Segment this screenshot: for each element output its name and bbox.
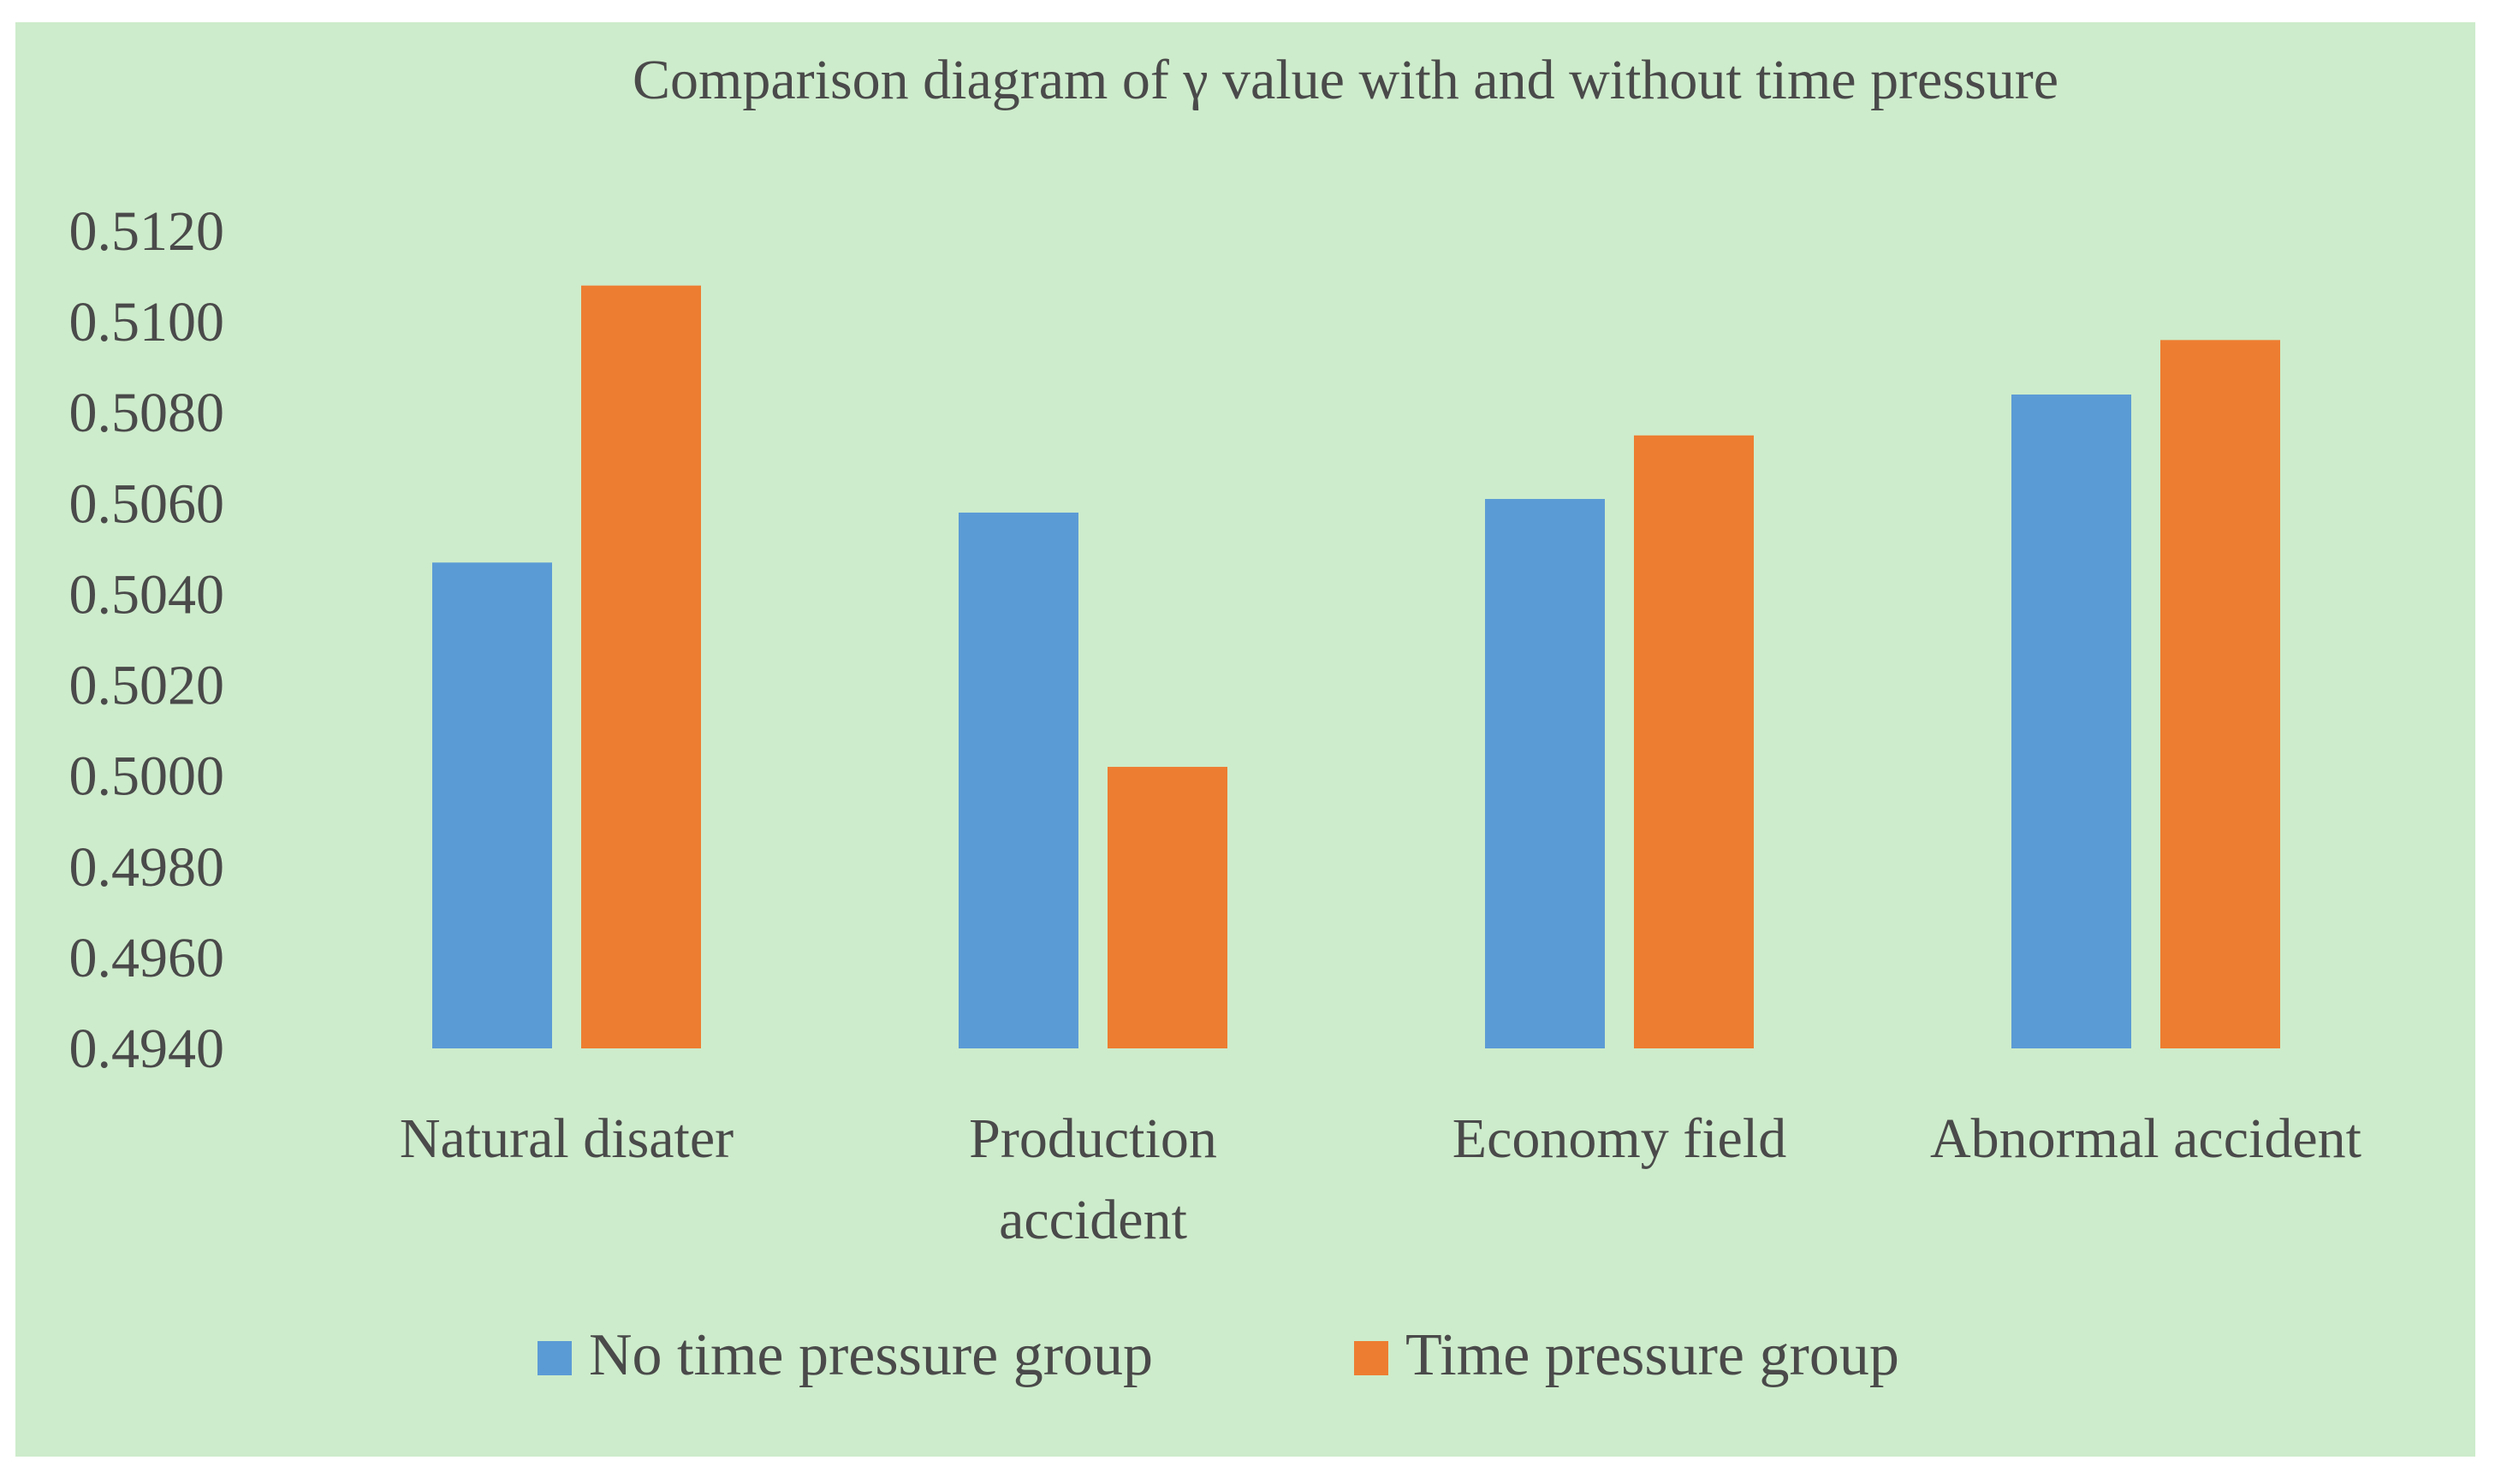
bar-time-pressure xyxy=(2160,340,2280,1048)
y-tick-label: 0.5020 xyxy=(69,655,225,717)
chart-title: Comparison diagram of γ value with and w… xyxy=(633,49,2058,111)
bar-time-pressure xyxy=(581,285,701,1049)
y-tick-label: 0.5080 xyxy=(69,382,225,444)
y-tick-label: 0.4960 xyxy=(69,927,225,989)
x-axis-labels: Natural disater Production accident Economy… xyxy=(400,1107,2361,1251)
y-tick-label: 0.5060 xyxy=(69,472,225,535)
bar-time-pressure xyxy=(1108,767,1227,1048)
bar-no-time-pressure xyxy=(2011,395,2131,1048)
x-category-label: Natural disater xyxy=(400,1107,734,1170)
bar-no-time-pressure xyxy=(432,562,552,1048)
bar-no-time-pressure xyxy=(959,512,1078,1048)
x-category-label: Production xyxy=(969,1107,1217,1170)
x-category-label: Economy field xyxy=(1452,1107,1786,1170)
x-category-label: accident xyxy=(999,1189,1187,1251)
y-tick-label: 0.5120 xyxy=(69,200,225,263)
y-axis-ticks: 0.5120 0.5100 0.5080 0.5060 0.5040 0.5020 0.50… xyxy=(69,200,225,1080)
x-category-label: Abnormal accident xyxy=(1930,1107,2361,1170)
y-tick-label: 0.5100 xyxy=(69,291,225,353)
bar-time-pressure xyxy=(1634,435,1754,1048)
y-tick-label: 0.4940 xyxy=(69,1018,225,1080)
y-tick-label: 0.5000 xyxy=(69,745,225,808)
legend-label: No time pressure group xyxy=(589,1322,1153,1388)
legend-label: Time pressure group xyxy=(1405,1322,1899,1388)
legend-swatch xyxy=(1354,1341,1388,1375)
legend-swatch xyxy=(538,1341,572,1375)
bars xyxy=(432,285,2280,1049)
y-tick-label: 0.4980 xyxy=(69,836,225,899)
bar-no-time-pressure xyxy=(1485,499,1605,1048)
legend: No time pressure group Time pressure grou… xyxy=(538,1322,1899,1388)
y-tick-label: 0.5040 xyxy=(69,563,225,626)
